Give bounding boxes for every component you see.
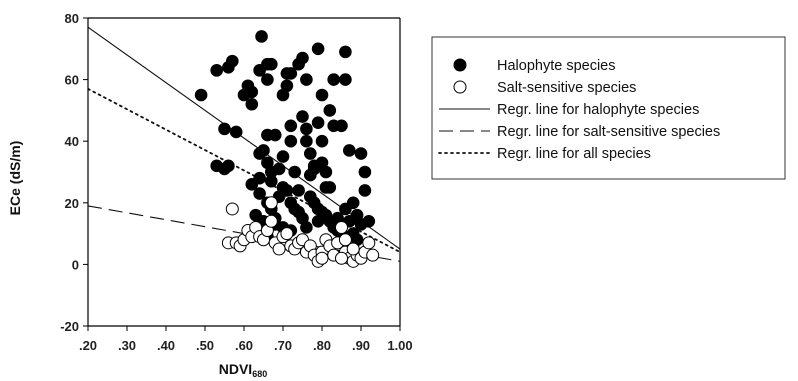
halophyte-point bbox=[253, 187, 266, 200]
halophyte-point bbox=[300, 134, 313, 148]
x-tick-label: .40 bbox=[157, 338, 175, 353]
halophyte-point bbox=[300, 221, 313, 234]
salt-sensitive-point bbox=[315, 251, 329, 265]
halophyte-point bbox=[284, 119, 298, 133]
plot-area bbox=[88, 26, 400, 268]
halophyte-point bbox=[276, 150, 290, 163]
halophyte-point bbox=[210, 64, 223, 77]
halophyte-point bbox=[280, 79, 294, 93]
y-tick-label: 80 bbox=[65, 11, 79, 26]
halophyte-point bbox=[300, 73, 313, 86]
halophyte-point bbox=[264, 174, 278, 188]
halophyte-point bbox=[194, 88, 208, 102]
salt-sensitive-point bbox=[280, 227, 294, 241]
halophyte-point bbox=[272, 162, 286, 176]
halophyte-point bbox=[358, 165, 372, 179]
salt-sensitive-point bbox=[366, 248, 380, 262]
halophyte-point bbox=[288, 165, 302, 179]
halophyte-point bbox=[253, 147, 266, 160]
halophyte-point bbox=[284, 134, 298, 148]
halophyte-point bbox=[339, 202, 352, 216]
x-tick-label: .50 bbox=[196, 338, 214, 353]
halophyte-point bbox=[229, 125, 243, 139]
salt-sensitive-point bbox=[335, 251, 348, 265]
axes: .20 .30 .40 .50 .60 .70 .80 .90 1.00 -20 0 20 40 60 80 bbox=[60, 11, 412, 353]
halophyte-point bbox=[255, 30, 268, 43]
halophyte-point bbox=[311, 42, 325, 56]
halophyte-point bbox=[315, 134, 329, 148]
halophyte-point bbox=[323, 181, 337, 194]
legend-label: Halophyte species bbox=[497, 58, 616, 74]
halophyte-point bbox=[292, 184, 305, 197]
halophyte-point bbox=[284, 67, 298, 80]
halophyte-point bbox=[303, 147, 317, 160]
halophyte-point bbox=[261, 73, 274, 86]
legend-symbol-filled-circle bbox=[453, 58, 467, 72]
halophyte-point bbox=[268, 128, 282, 142]
salt-sensitive-point bbox=[272, 242, 286, 256]
halophyte-point bbox=[296, 51, 309, 65]
y-tick-label: 0 bbox=[72, 257, 79, 272]
halophyte-point bbox=[362, 214, 376, 228]
y-tick-label: -20 bbox=[60, 319, 79, 334]
salt-sensitive-point bbox=[362, 236, 376, 250]
x-tick-label: .30 bbox=[118, 338, 136, 353]
salt-sensitive-point bbox=[264, 214, 278, 228]
halophyte-point bbox=[327, 73, 341, 86]
halophyte-point bbox=[303, 168, 317, 182]
legend-label: Regr. line for salt-sensitive species bbox=[497, 124, 720, 140]
legend-box bbox=[431, 36, 786, 180]
halophyte-point bbox=[311, 116, 325, 130]
halophyte-point bbox=[296, 110, 309, 123]
x-tick-label: .20 bbox=[79, 338, 97, 353]
x-tick-label: 1.00 bbox=[387, 338, 412, 353]
halophyte-point bbox=[226, 54, 239, 68]
halophyte-point bbox=[300, 122, 313, 136]
x-tick-label: .90 bbox=[352, 338, 370, 353]
halophyte-point bbox=[342, 144, 356, 157]
legend-label: Regr. line for all species bbox=[497, 146, 651, 162]
x-tick-label: .70 bbox=[274, 338, 292, 353]
halophyte-point bbox=[311, 214, 325, 228]
y-tick-label: 40 bbox=[65, 134, 79, 149]
halophyte-point bbox=[335, 119, 348, 133]
x-axis-title-main: NDVI bbox=[219, 361, 252, 377]
x-axis-title-subscript: 680 bbox=[252, 369, 267, 379]
legend-symbol-open-circle bbox=[453, 80, 467, 94]
legend-label: Salt-sensitive species bbox=[497, 80, 636, 96]
halophyte-point bbox=[315, 88, 329, 102]
y-tick-label: 20 bbox=[65, 196, 79, 211]
halophyte-point bbox=[339, 73, 352, 86]
halophyte-point bbox=[218, 122, 231, 136]
halophyte-point bbox=[245, 97, 259, 111]
halophyte-point bbox=[354, 147, 368, 160]
halophyte-point bbox=[358, 184, 372, 197]
legend: Halophyte species Salt-sensitive species R… bbox=[431, 36, 786, 180]
x-tick-label: .80 bbox=[313, 338, 331, 353]
salt-sensitive-point bbox=[225, 202, 239, 216]
salt-sensitive-point bbox=[264, 196, 278, 210]
halophyte-point bbox=[245, 85, 259, 99]
halophyte-point bbox=[222, 159, 235, 173]
halophyte-point bbox=[339, 45, 352, 59]
x-tick-label: .60 bbox=[235, 338, 253, 353]
legend-label: Regr. line for halophyte species bbox=[497, 102, 699, 118]
halophyte-point bbox=[315, 156, 329, 170]
halophyte-point bbox=[253, 171, 266, 185]
x-axis-title: NDVI680 bbox=[219, 361, 267, 379]
y-tick-label: 60 bbox=[65, 73, 79, 88]
halophyte-point bbox=[280, 184, 294, 197]
y-axis-title: ECe (dS/m) bbox=[7, 141, 23, 216]
halophyte-point bbox=[264, 57, 278, 71]
halophyte-point bbox=[323, 104, 337, 117]
salt-sensitive-point bbox=[335, 220, 348, 234]
salt-sensitive-point bbox=[346, 242, 360, 256]
